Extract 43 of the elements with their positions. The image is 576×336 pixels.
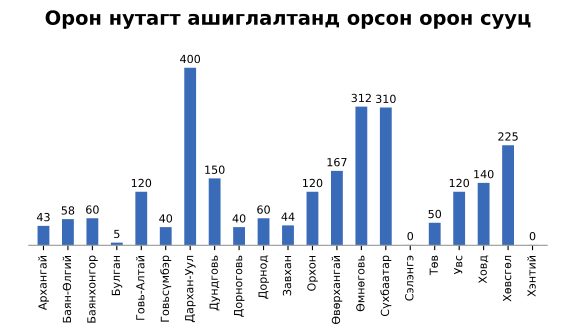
x-tick-label: Хөвсгөл [503,256,512,302]
data-label: 120 [450,178,470,188]
data-label: 60 [257,205,270,214]
data-label: 150 [205,166,225,174]
x-tick-label: Сэлэнгэ [405,256,414,301]
data-label: 0 [530,232,536,240]
data-label: 43 [36,212,50,222]
x-tick-label: Увс [454,256,462,274]
x-tick-label: Баянхонгор [87,256,98,323]
data-label: 167 [328,158,347,166]
data-label: 5 [114,230,120,238]
x-tick-label: Өмнөговь [356,256,365,312]
x-tick-label: Сүхбаатар [380,256,392,316]
data-label: 120 [303,178,322,188]
data-label: 50 [428,210,442,218]
data-label: 60 [86,205,99,214]
data-label: 400 [180,54,200,64]
x-tick-label: Хэнтий [527,256,536,297]
x-tick-label: Ховд [478,256,488,284]
data-label: 310 [376,94,396,104]
x-tick-label: Говь-Алтай [136,256,145,320]
x-tick-label: Дорнод [258,256,269,299]
data-label: 225 [498,132,518,141]
x-tick-label: Говьсүмбэр [160,256,172,322]
data-label: 0 [407,232,414,240]
x-tick-label: Архангай [38,256,49,310]
x-tick-label: Орхон [307,256,318,291]
data-label: 40 [232,214,246,223]
x-tick-label: Дорноговь [234,256,244,317]
x-tick-label: Дундговь [210,256,220,310]
data-label: 58 [62,206,74,215]
x-tick-label: Өвөрхангай [332,256,342,324]
data-label: 120 [132,178,152,188]
x-tick-label: Булган [112,256,122,296]
data-label: 140 [474,170,494,178]
chart-title: Орон нутагт ашиглалтанд орсон орон сууц [46,10,530,29]
data-label: 44 [281,212,294,221]
x-tick-label: Баян-Өлгий [62,256,72,322]
data-label: 40 [159,214,172,223]
data-label: 312 [352,94,371,102]
x-tick-label: Дархан-Уул [185,256,196,322]
x-tick-label: Төв [430,256,438,276]
x-tick-label: Завхан [282,256,292,296]
